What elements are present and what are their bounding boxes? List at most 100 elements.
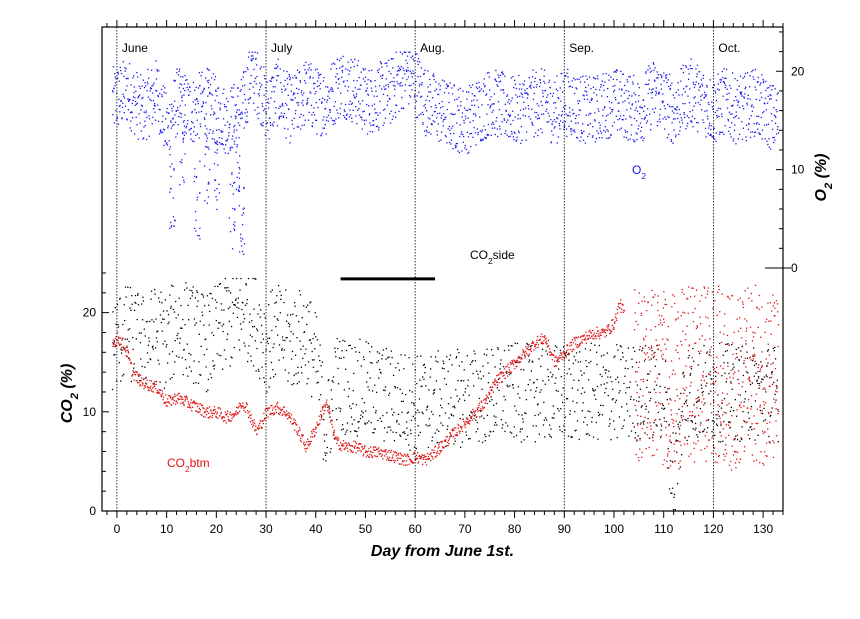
data-point bbox=[747, 372, 748, 373]
data-point bbox=[136, 380, 137, 381]
data-point bbox=[297, 70, 298, 71]
data-point bbox=[614, 122, 615, 123]
data-point bbox=[555, 102, 556, 103]
data-point bbox=[673, 112, 674, 113]
data-point bbox=[558, 391, 559, 392]
data-point bbox=[227, 334, 228, 335]
data-point bbox=[212, 360, 213, 361]
data-point bbox=[319, 423, 320, 424]
data-point bbox=[352, 423, 353, 424]
data-point bbox=[558, 368, 559, 369]
data-point bbox=[239, 109, 240, 110]
data-point bbox=[394, 81, 395, 82]
data-point bbox=[429, 425, 430, 426]
data-point bbox=[357, 110, 358, 111]
data-point bbox=[510, 115, 511, 116]
data-point bbox=[679, 121, 680, 122]
data-point bbox=[327, 99, 328, 100]
data-point bbox=[611, 381, 612, 382]
data-point bbox=[203, 325, 204, 326]
data-point bbox=[772, 129, 773, 130]
data-point bbox=[215, 152, 216, 153]
data-point bbox=[358, 421, 359, 422]
data-point bbox=[167, 405, 168, 406]
data-point bbox=[248, 352, 249, 353]
data-point bbox=[347, 69, 348, 70]
data-point bbox=[374, 80, 375, 81]
data-point bbox=[173, 124, 174, 125]
data-point bbox=[469, 420, 470, 421]
data-point bbox=[171, 225, 172, 226]
data-point bbox=[350, 67, 351, 68]
data-point bbox=[400, 452, 401, 453]
data-point bbox=[310, 63, 311, 64]
data-point bbox=[266, 113, 267, 114]
data-point bbox=[393, 375, 394, 376]
data-point bbox=[558, 359, 559, 360]
data-point bbox=[467, 419, 468, 420]
data-point bbox=[166, 143, 167, 144]
data-point bbox=[745, 87, 746, 88]
data-point bbox=[683, 65, 684, 66]
data-point bbox=[518, 114, 519, 115]
data-point bbox=[325, 455, 326, 456]
data-point bbox=[250, 335, 251, 336]
data-point bbox=[231, 420, 232, 421]
data-point bbox=[538, 114, 539, 115]
data-point bbox=[610, 332, 611, 333]
data-point bbox=[722, 441, 723, 442]
data-point bbox=[762, 413, 763, 414]
data-point bbox=[222, 131, 223, 132]
data-point bbox=[289, 415, 290, 416]
data-point bbox=[283, 411, 284, 412]
data-point bbox=[728, 373, 729, 374]
data-point bbox=[631, 430, 632, 431]
data-point bbox=[549, 115, 550, 116]
data-point bbox=[328, 121, 329, 122]
data-point bbox=[385, 85, 386, 86]
data-point bbox=[546, 341, 547, 342]
data-point bbox=[160, 314, 161, 315]
data-point bbox=[228, 132, 229, 133]
data-point bbox=[767, 350, 768, 351]
data-point bbox=[368, 105, 369, 106]
data-point bbox=[234, 182, 235, 183]
data-point bbox=[562, 352, 563, 353]
data-point bbox=[386, 459, 387, 460]
data-point bbox=[435, 456, 436, 457]
data-point bbox=[303, 115, 304, 116]
data-point bbox=[533, 87, 534, 88]
data-point bbox=[192, 407, 193, 408]
data-point bbox=[750, 132, 751, 133]
data-point bbox=[666, 119, 667, 120]
data-point bbox=[647, 69, 648, 70]
data-point bbox=[566, 357, 567, 358]
data-point bbox=[163, 399, 164, 400]
data-point bbox=[587, 433, 588, 434]
data-point bbox=[413, 83, 414, 84]
data-point bbox=[211, 413, 212, 414]
data-point bbox=[250, 97, 251, 98]
data-point bbox=[582, 123, 583, 124]
data-point bbox=[278, 320, 279, 321]
data-point bbox=[476, 416, 477, 417]
data-point bbox=[705, 128, 706, 129]
data-point bbox=[307, 100, 308, 101]
data-point bbox=[191, 399, 192, 400]
data-point bbox=[704, 403, 705, 404]
data-point bbox=[500, 89, 501, 90]
data-point bbox=[583, 402, 584, 403]
data-point bbox=[313, 359, 314, 360]
data-point bbox=[117, 324, 118, 325]
data-point bbox=[433, 76, 434, 77]
data-point bbox=[535, 132, 536, 133]
data-point bbox=[662, 93, 663, 94]
data-point bbox=[496, 117, 497, 118]
data-point bbox=[208, 183, 209, 184]
data-point bbox=[474, 95, 475, 96]
data-point bbox=[115, 77, 116, 78]
data-point bbox=[154, 289, 155, 290]
data-point bbox=[336, 408, 337, 409]
data-point bbox=[303, 435, 304, 436]
data-point bbox=[446, 142, 447, 143]
